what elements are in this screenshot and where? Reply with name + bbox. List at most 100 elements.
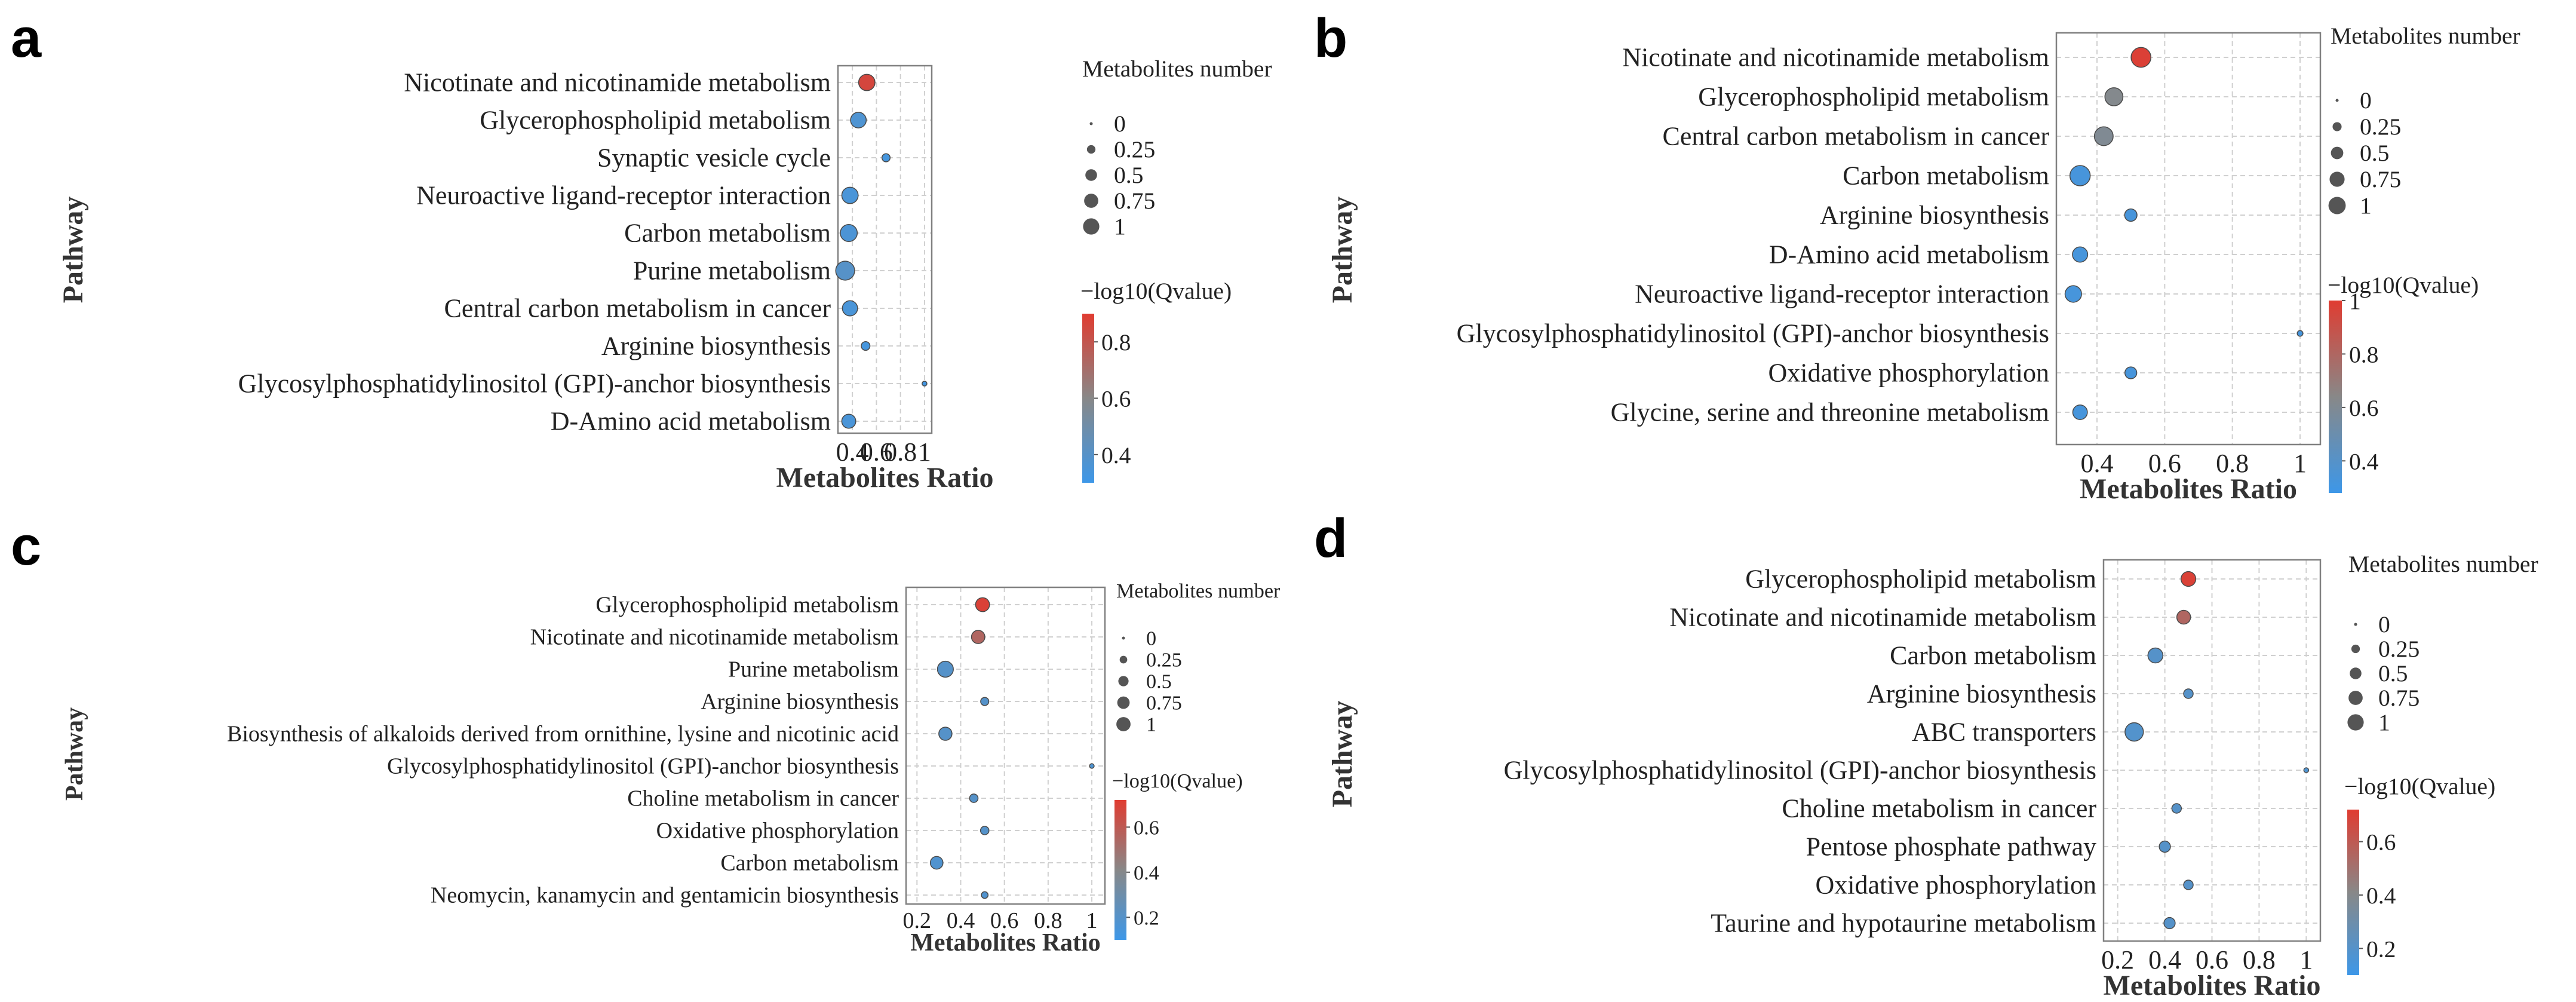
size-legend-label: 0.25 xyxy=(2360,114,2401,140)
size-legend-dot xyxy=(2328,197,2346,215)
size-legend-title: Metabolites number xyxy=(1082,56,1272,82)
colorbar-tick-label: 0.6 xyxy=(1101,386,1131,412)
bubble xyxy=(841,186,859,204)
plot-frame xyxy=(2055,32,2322,446)
plot-frame xyxy=(2102,559,2322,942)
x-tick-label: 1 xyxy=(2299,945,2313,975)
bubble xyxy=(2296,330,2304,337)
pathway-label: Arginine biosynthesis xyxy=(701,690,899,715)
bubble xyxy=(922,381,928,387)
pathway-label: Carbon metabolism xyxy=(1843,161,2049,191)
size-legend-dot xyxy=(1086,145,1096,154)
pathway-label: Pentose phosphate pathway xyxy=(1806,832,2096,862)
colorbar-tick-label: 0.8 xyxy=(2349,342,2378,368)
bubble xyxy=(981,891,989,899)
bubble xyxy=(969,793,979,803)
bubble xyxy=(2163,917,2176,930)
pathway-label: Arginine biosynthesis xyxy=(1867,679,2096,709)
bubble xyxy=(971,630,985,644)
size-legend-dot xyxy=(2351,644,2360,654)
x-tick-label: 1 xyxy=(1086,908,1098,933)
panel-c: c Glycerophospholipid metabolism Nicotinat… xyxy=(11,516,1281,957)
colorbar-tick-label: 0.6 xyxy=(2349,395,2378,421)
size-legend-label: 1 xyxy=(2378,709,2390,736)
panel-letter: b xyxy=(1314,8,1347,69)
pathway-label: Arginine biosynthesis xyxy=(1820,201,2049,230)
bubble xyxy=(2159,840,2171,853)
pathway-label: Glycosylphosphatidylinositol (GPI)-ancho… xyxy=(387,754,899,779)
bubble xyxy=(2069,165,2091,186)
pathway-label: Central carbon metabolism in cancer xyxy=(444,294,831,323)
size-legend-dot xyxy=(1122,636,1125,640)
size-legend-label: 0 xyxy=(2360,87,2372,114)
pathway-label: Arginine biosynthesis xyxy=(601,332,831,361)
panel-letter: c xyxy=(11,516,41,577)
bubble xyxy=(2147,647,2164,664)
size-legend-label: 1 xyxy=(1114,213,1126,240)
size-legend-dot xyxy=(2354,623,2357,626)
colorbar-tick-label: 0.8 xyxy=(1101,329,1131,356)
bubble xyxy=(841,413,856,429)
colorbar-tick-label: 0.6 xyxy=(1134,817,1159,839)
x-tick-label: 0.6 xyxy=(2196,945,2228,975)
pathway-label: Glycerophospholipid metabolism xyxy=(1745,565,2096,594)
size-legend-label: 0 xyxy=(1114,111,1126,137)
bubble xyxy=(2171,803,2182,814)
size-legend-dot xyxy=(1119,655,1128,664)
colorbar xyxy=(1082,314,1094,483)
colorbar-tick-label: 0.4 xyxy=(2349,448,2379,474)
pathway-label: Carbon metabolism xyxy=(1890,641,2096,670)
x-tick-label: 0.8 xyxy=(884,437,917,467)
colorbar-tick-label: 0.2 xyxy=(2366,936,2396,962)
pathway-label: Carbon metabolism xyxy=(720,851,899,876)
size-legend-label: 0.5 xyxy=(1114,162,1143,188)
plot-frame xyxy=(837,65,933,434)
panel-a: a Nicotinate and nicotinamide metabolism G… xyxy=(11,8,1272,494)
pathway-label: Purine metabolism xyxy=(633,256,831,286)
bubble xyxy=(2130,47,2151,68)
size-legend-dot xyxy=(1085,169,1097,181)
colorbar-tick-label: 0.4 xyxy=(1101,442,1131,468)
pathway-label: Nicotinate and nicotinamide metabolism xyxy=(1669,603,2096,632)
x-axis-title: Metabolites Ratio xyxy=(910,929,1100,957)
x-tick-label: 0.8 xyxy=(1034,908,1063,933)
pathway-label: Nicotinate and nicotinamide metabolism xyxy=(1622,43,2049,72)
size-legend-dot xyxy=(1117,696,1130,709)
x-axis-title: Metabolites Ratio xyxy=(2104,970,2321,1001)
pathway-label: Glycerophospholipid metabolism xyxy=(480,106,831,135)
size-legend-dot xyxy=(1089,122,1093,125)
x-tick-label: 1 xyxy=(2293,449,2307,478)
pathway-label: Synaptic vesicle cycle xyxy=(597,143,831,173)
pathway-label: Oxidative phosphorylation xyxy=(1816,871,2097,900)
bubble xyxy=(980,826,990,835)
color-legend-title: −log10(Qvalue) xyxy=(2328,272,2479,298)
size-legend-dot xyxy=(2348,691,2363,705)
size-legend-label: 0.25 xyxy=(1146,649,1182,671)
pathway-label: Oxidative phosphorylation xyxy=(1768,358,2050,388)
bubble xyxy=(2093,126,2114,146)
size-legend-label: 0.25 xyxy=(2378,636,2420,662)
x-tick-label: 0.4 xyxy=(836,437,869,467)
size-legend-label: 0.75 xyxy=(2360,166,2401,192)
size-legend-dot xyxy=(2332,122,2342,131)
pathway-label: Choline metabolism in cancer xyxy=(627,786,899,811)
y-axis-title: Pathway xyxy=(1327,197,1358,304)
colorbar-tick-label: 0.6 xyxy=(2366,829,2396,856)
bubble xyxy=(1089,763,1095,769)
bubble xyxy=(840,224,858,242)
y-axis-title: Pathway xyxy=(1327,701,1358,808)
x-tick-label: 0.2 xyxy=(903,908,932,933)
size-legend-label: 1 xyxy=(2360,192,2372,219)
x-tick-label: 0.8 xyxy=(2216,449,2249,478)
x-tick-label: 0.4 xyxy=(2081,449,2114,478)
bubble xyxy=(2180,571,2197,587)
size-legend-dot xyxy=(2350,667,2362,679)
bubble xyxy=(842,300,858,317)
pathway-label: Glycerophospholipid metabolism xyxy=(1698,82,2049,112)
panel-b: b Nicotinate and nicotinamide metabolism G… xyxy=(1314,8,2520,505)
x-tick-label: 0.4 xyxy=(947,908,975,933)
size-legend-dot xyxy=(1118,676,1129,687)
bubble xyxy=(2183,880,2194,890)
size-legend-dot xyxy=(1084,194,1098,208)
x-tick-label: 0.8 xyxy=(2243,945,2276,975)
